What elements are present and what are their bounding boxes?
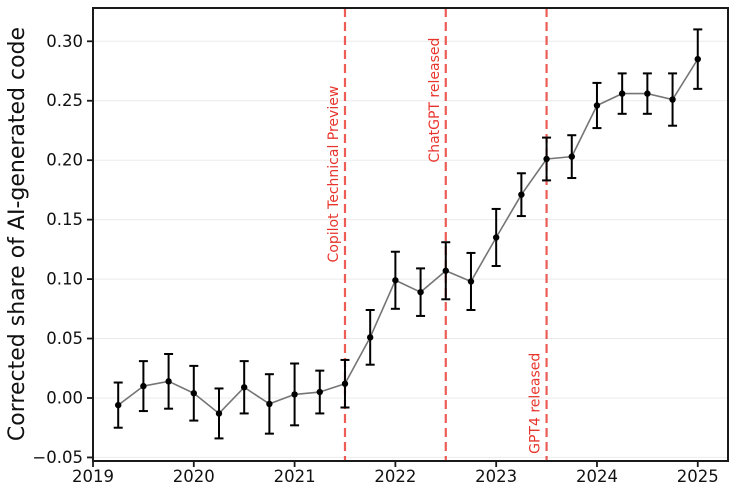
- data-point: [341, 380, 349, 387]
- y-tick-label: 0.15: [46, 210, 83, 229]
- data-point: [442, 267, 449, 274]
- y-tick-label: 0.25: [46, 91, 83, 110]
- y-tick-label: 0.00: [46, 388, 83, 407]
- data-point: [190, 390, 197, 397]
- data-point: [618, 90, 626, 97]
- x-tick-label: 2020: [173, 467, 215, 486]
- data-point: [492, 234, 500, 241]
- x-tick-label: 2021: [274, 467, 316, 486]
- data-point: [165, 378, 172, 385]
- x-tick-label: 2023: [475, 467, 517, 486]
- x-tick-label: 2024: [576, 467, 618, 486]
- release-label: Copilot Technical Preview: [326, 86, 342, 263]
- data-point: [543, 155, 550, 163]
- data-point: [669, 96, 676, 103]
- data-point: [240, 384, 248, 391]
- y-tick-label: 0.30: [46, 32, 83, 51]
- x-tick-label: 2019: [72, 467, 114, 486]
- data-point: [140, 382, 147, 390]
- data-series: [113, 28, 703, 440]
- x-tick-label: 2022: [374, 467, 416, 486]
- plot-border: [92, 7, 729, 462]
- data-point: [291, 391, 298, 398]
- y-tick-label: 0.20: [46, 151, 83, 170]
- data-point: [114, 401, 122, 409]
- release-annotations: Copilot Technical Preview ChatGPT release…: [326, 8, 548, 461]
- data-point: [392, 277, 399, 284]
- data-point: [694, 55, 701, 63]
- data-point: [266, 400, 273, 408]
- data-point: [467, 278, 475, 285]
- gridlines: [93, 40, 728, 458]
- y-tick-label: 0.05: [46, 329, 83, 348]
- data-point: [316, 388, 323, 396]
- release-label: ChatGPT released: [427, 38, 443, 163]
- axes: 2019 2020 2021 2022 2023 2024 2025 −0.05 0.00 0.0…: [32, 7, 729, 486]
- data-point: [593, 102, 601, 109]
- x-tick-label: 2025: [677, 467, 719, 486]
- data-point: [518, 191, 525, 198]
- data-point: [366, 334, 374, 341]
- release-label: GPT4 released: [528, 353, 544, 454]
- data-point: [417, 288, 424, 296]
- data-point: [215, 410, 223, 417]
- y-axis-title: Corrected share of AI-generated code: [5, 27, 30, 441]
- y-tick-label: 0.10: [46, 270, 83, 289]
- series-line: [117, 58, 699, 415]
- y-tick-label: −0.05: [32, 448, 83, 467]
- data-point: [644, 90, 651, 97]
- data-point: [568, 153, 575, 160]
